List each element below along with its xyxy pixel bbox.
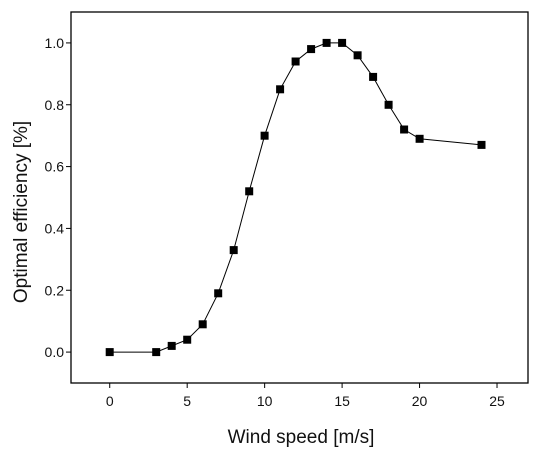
x-tick-label: 25 (489, 393, 505, 409)
x-tick-label: 10 (257, 393, 273, 409)
data-point (152, 348, 161, 357)
data-point (338, 38, 347, 47)
x-tick-label: 0 (106, 393, 114, 409)
data-point (369, 72, 378, 81)
series-layer (105, 38, 486, 357)
data-point (400, 125, 409, 134)
x-tick-label: 5 (183, 393, 191, 409)
series-line (109, 42, 482, 353)
data-point (245, 187, 254, 196)
y-tick-label: 0.0 (45, 344, 65, 360)
y-tick-label: 0.4 (45, 220, 65, 236)
y-tick-label: 1.0 (45, 35, 65, 51)
data-point (105, 348, 114, 357)
data-point (307, 45, 316, 54)
y-tick-label: 0.8 (45, 97, 65, 113)
data-point (477, 140, 486, 149)
plot-frame (70, 11, 529, 384)
data-point (353, 51, 362, 60)
data-point (183, 335, 192, 344)
x-tick-label: 15 (334, 393, 350, 409)
data-point (167, 341, 176, 350)
x-tick-label: 20 (412, 393, 428, 409)
x-axis-title: Wind speed [m/s] (228, 427, 375, 448)
y-tick-label: 0.2 (45, 282, 65, 298)
data-point (322, 38, 331, 47)
data-point (276, 85, 285, 94)
y-axis-title: Optimal efficiency [%] (11, 121, 32, 303)
data-point (229, 246, 238, 255)
y-tick-label: 0.6 (45, 159, 65, 175)
data-point (415, 134, 424, 143)
x-axis: 0 5 10 15 20 25 (106, 383, 505, 409)
data-point (260, 131, 269, 140)
data-point (198, 320, 207, 329)
data-point (214, 289, 223, 298)
data-point (291, 57, 300, 66)
data-point (384, 100, 393, 109)
y-axis: 0.0 0.2 0.4 0.6 0.8 1.0 (45, 35, 71, 360)
